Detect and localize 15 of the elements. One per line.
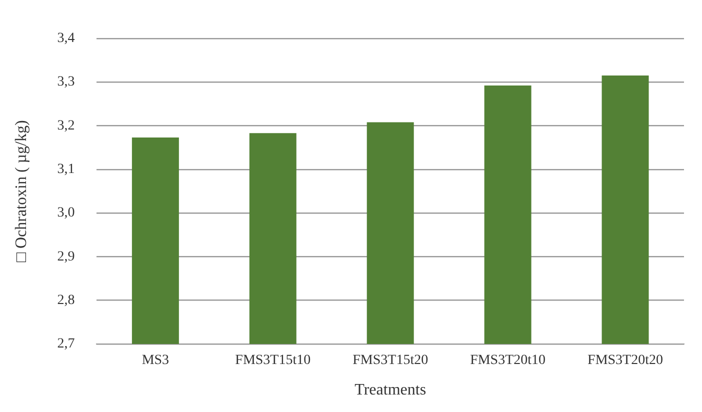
x-tick-label: FMS3T20t20 [588,353,664,368]
y-tick-label: 2,7 [57,336,75,352]
x-tick-label: FMS3T15t20 [352,353,428,368]
x-tick-label: MS3 [142,353,170,368]
y-axis-title: □ Ochratoxin ( µg/kg) [12,120,30,262]
y-tick-label: 3,0 [57,206,75,221]
x-tick-label: FMS3T15t10 [235,353,311,368]
y-tick-label: 3,3 [57,74,75,90]
y-tick-label: 2,9 [57,249,75,264]
y-tick-label: 3,1 [57,162,75,178]
x-tick-label: FMS3T20t10 [470,353,546,368]
y-tick-label: 2,8 [57,293,75,308]
y-tick-label: 3,4 [57,31,75,46]
x-axis-title: Treatments [354,382,426,399]
y-tick-label: 3,2 [57,118,75,134]
